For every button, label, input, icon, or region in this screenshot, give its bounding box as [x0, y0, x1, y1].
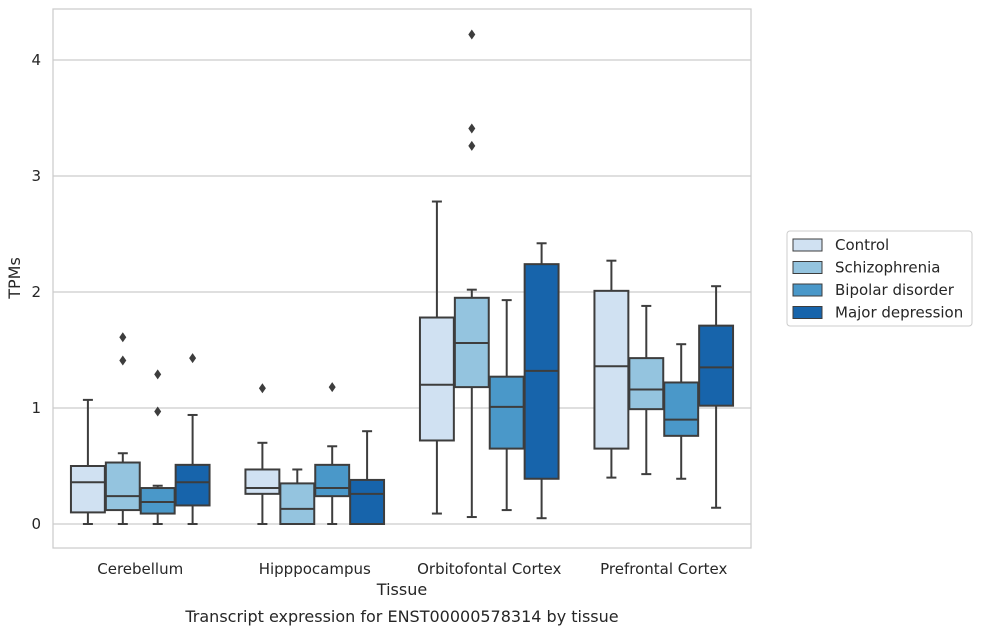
y-tick-label: 0 — [31, 515, 41, 533]
legend-swatch — [792, 261, 823, 274]
y-axis-ticks: 0 1 2 3 4 — [31, 51, 41, 533]
box-group — [314, 382, 351, 525]
box-group — [418, 200, 455, 515]
outlier-point — [119, 355, 127, 366]
y-axis-label: TPMs — [5, 257, 24, 300]
legend-label: Schizophrenia — [835, 259, 940, 277]
box-group — [663, 343, 700, 480]
box-group — [104, 332, 141, 525]
outlier-point — [468, 29, 476, 40]
box-group — [174, 353, 211, 525]
x-tick-label: Prefrontal Cortex — [600, 560, 727, 578]
outlier-point — [154, 406, 162, 417]
box-body — [69, 465, 106, 514]
box-group — [453, 29, 490, 519]
outlier-point — [468, 140, 476, 151]
box-series-group — [69, 29, 735, 526]
plot-area — [52, 8, 752, 549]
y-tick-label: 3 — [31, 167, 41, 185]
outlier-point — [189, 353, 197, 364]
box-body — [698, 324, 735, 407]
legend-label: Control — [835, 236, 889, 254]
legend-swatch — [792, 306, 823, 319]
box-body — [488, 375, 525, 450]
box-body — [244, 468, 281, 495]
box-body — [279, 482, 316, 525]
box-body — [663, 381, 700, 437]
outlier-point — [328, 382, 336, 393]
box-body — [349, 478, 386, 526]
x-tick-label: Hipppocampus — [259, 560, 371, 578]
outlier-point — [258, 383, 266, 394]
outlier-point — [119, 332, 127, 343]
box-group — [279, 468, 316, 525]
outlier-point — [154, 369, 162, 380]
box-group — [244, 383, 281, 525]
y-tick-label: 1 — [31, 399, 41, 417]
box-group — [628, 304, 665, 476]
legend-swatch — [792, 283, 823, 297]
legend-label: Major depression — [835, 304, 963, 322]
box-group — [69, 398, 106, 525]
x-axis-ticks: Cerebellum Hipppocampus Orbitofontal Corte… — [97, 560, 727, 578]
x-axis-label: Tissue — [376, 580, 427, 599]
y-tick-label: 4 — [31, 51, 41, 69]
box-body — [593, 289, 630, 450]
x-tick-label: Cerebellum — [97, 560, 183, 578]
legend-frame — [786, 230, 973, 327]
box-group — [523, 242, 560, 520]
box-body — [628, 357, 665, 411]
figure-caption: Transcript expression for ENST0000057831… — [184, 607, 618, 626]
legend-label: Bipolar disorder — [835, 281, 955, 299]
y-tick-label: 2 — [31, 283, 41, 301]
box-group — [698, 285, 735, 509]
box-group — [488, 299, 525, 512]
legend: Control Schizophrenia Bipolar disorder Majo… — [786, 230, 973, 327]
box-group — [349, 430, 386, 526]
box-body — [139, 487, 176, 515]
box-body — [104, 461, 141, 512]
x-tick-label: Orbitofontal Cortex — [417, 560, 561, 578]
box-body — [314, 463, 351, 498]
legend-swatch — [792, 238, 823, 252]
box-body — [418, 316, 455, 442]
box-group — [593, 259, 630, 479]
box-body — [174, 463, 211, 507]
outlier-point — [468, 123, 476, 134]
